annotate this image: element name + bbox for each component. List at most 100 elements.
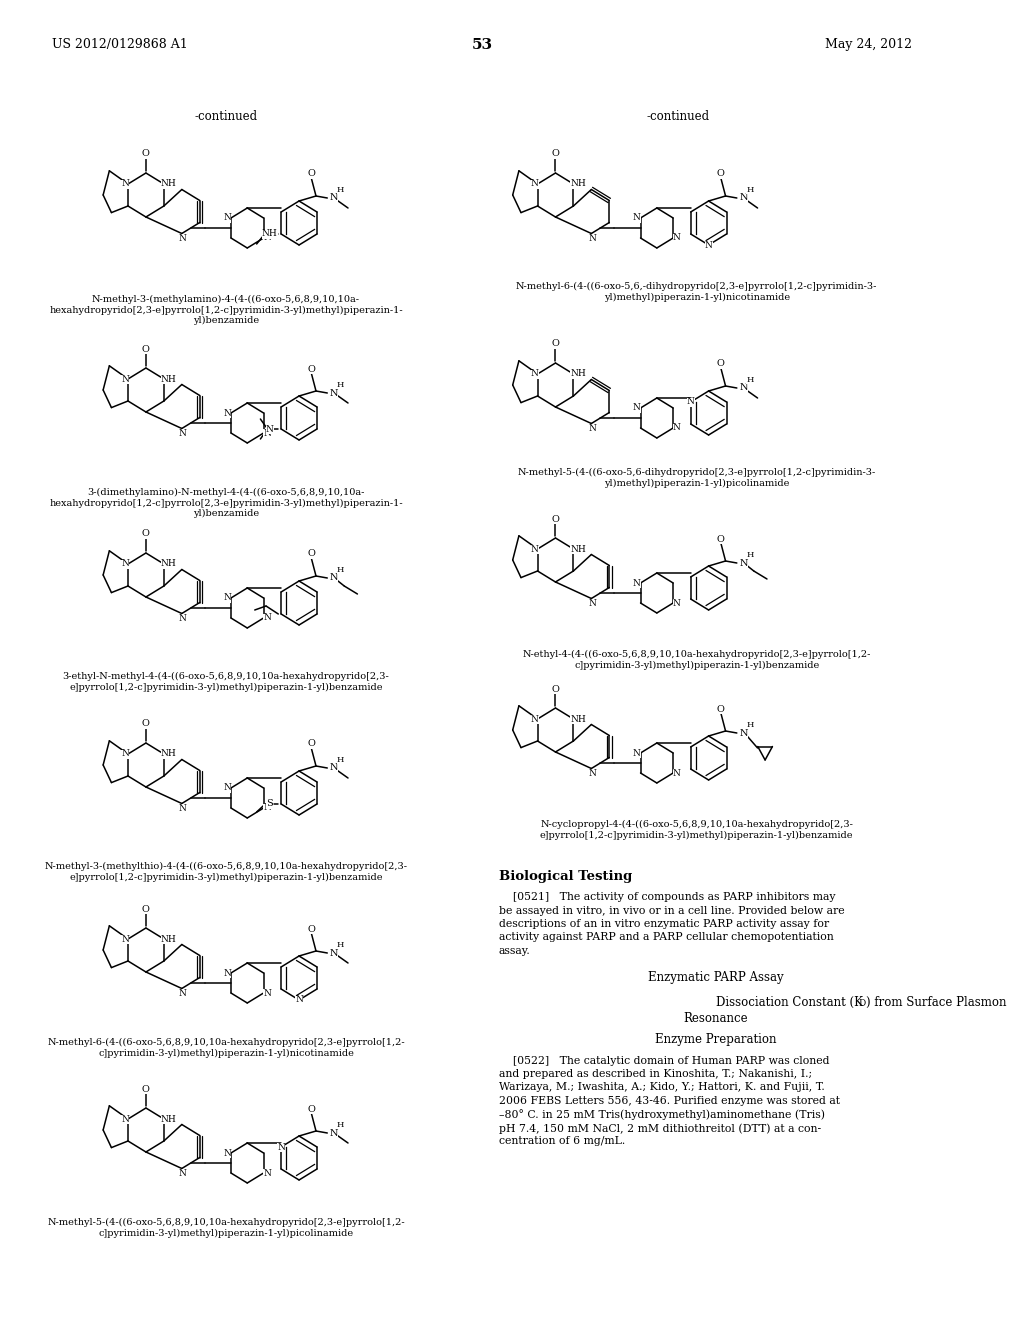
Text: N: N [179,804,186,813]
Text: H: H [337,186,344,194]
Text: N: N [179,989,186,998]
Text: 2006 FEBS Letters 556, 43-46. Purified enzyme was stored at: 2006 FEBS Letters 556, 43-46. Purified e… [499,1096,840,1106]
Text: [0522]   The catalytic domain of Human PARP was cloned: [0522] The catalytic domain of Human PAR… [499,1056,829,1065]
Text: O: O [142,149,150,158]
Text: N-cyclopropyl-4-(4-((6-oxo-5,6,8,9,10,10a-hexahydropyrido[2,3-
e]pyrrolo[1,2-c]p: N-cyclopropyl-4-(4-((6-oxo-5,6,8,9,10,10… [540,820,853,840]
Text: NH: NH [161,935,176,944]
Text: N: N [739,729,748,738]
Text: N: N [330,949,338,957]
Text: N: N [263,804,271,813]
Text: O: O [142,529,150,539]
Text: N: N [589,424,596,433]
Text: N: N [633,748,641,758]
Text: May 24, 2012: May 24, 2012 [825,38,912,51]
Text: N: N [278,1143,285,1151]
Text: N: N [263,989,271,998]
Text: N: N [530,180,539,189]
Text: N: N [223,214,231,223]
Text: assay.: assay. [499,946,530,956]
Text: N: N [223,594,231,602]
Text: N: N [589,234,596,243]
Text: O: O [142,904,150,913]
Text: NH: NH [161,180,176,189]
Text: US 2012/0129868 A1: US 2012/0129868 A1 [52,38,187,51]
Text: N-methyl-3-(methylthio)-4-(4-((6-oxo-5,6,8,9,10,10a-hexahydropyrido[2,3-
e]pyrro: N-methyl-3-(methylthio)-4-(4-((6-oxo-5,6… [44,862,408,882]
Text: N: N [687,397,694,407]
Text: N: N [121,375,129,384]
Text: O: O [307,739,315,748]
Text: H: H [337,566,344,574]
Text: O: O [307,169,315,178]
Text: pH 7.4, 150 mM NaCl, 2 mM dithiothreitol (DTT) at a con-: pH 7.4, 150 mM NaCl, 2 mM dithiothreitol… [499,1123,821,1134]
Text: N: N [673,598,681,607]
Text: N: N [530,544,539,553]
Text: H: H [746,186,754,194]
Text: NH: NH [161,1114,176,1123]
Text: [0521]   The activity of compounds as PARP inhibitors may: [0521] The activity of compounds as PARP… [499,892,836,902]
Text: be assayed in vitro, in vivo or in a cell line. Provided below are: be assayed in vitro, in vivo or in a cel… [499,906,845,916]
Text: O: O [307,549,315,558]
Text: centration of 6 mg/mL.: centration of 6 mg/mL. [499,1137,626,1147]
Text: N: N [673,234,681,243]
Text: N: N [179,234,186,243]
Text: H: H [746,550,754,558]
Text: N: N [121,180,129,189]
Text: NH: NH [570,544,586,553]
Text: D: D [859,998,866,1007]
Text: H: H [746,721,754,729]
Text: O: O [307,924,315,933]
Text: N: N [530,370,539,379]
Text: N: N [589,599,596,609]
Text: Biological Testing: Biological Testing [499,870,632,883]
Text: N: N [223,408,231,417]
Text: N: N [330,763,338,772]
Text: N-methyl-5-(4-((6-oxo-5,6,8,9,10,10a-hexahydropyrido[2,3-e]pyrrolo[1,2-
c]pyrimi: N-methyl-5-(4-((6-oxo-5,6,8,9,10,10a-hex… [47,1218,404,1238]
Text: O: O [307,1105,315,1114]
Text: N: N [705,240,713,249]
Text: O: O [307,364,315,374]
Text: O: O [142,719,150,729]
Text: NH: NH [570,714,586,723]
Text: N: N [263,614,271,623]
Text: H: H [746,376,754,384]
Text: N: N [179,614,186,623]
Text: NH: NH [570,180,586,189]
Text: –80° C. in 25 mM Tris(hydroxymethyl)aminomethane (Tris): –80° C. in 25 mM Tris(hydroxymethyl)amin… [499,1110,825,1121]
Text: O: O [552,515,559,524]
Text: N: N [330,194,338,202]
Text: N-methyl-6-(4-((6-oxo-5,6,-dihydropyrido[2,3-e]pyrrolo[1,2-c]pyrimidin-3-
yl)met: N-methyl-6-(4-((6-oxo-5,6,-dihydropyrido… [516,282,878,302]
Text: N-ethyl-4-(4-((6-oxo-5,6,8,9,10,10a-hexahydropyrido[2,3-e]pyrrolo[1,2-
c]pyrimid: N-ethyl-4-(4-((6-oxo-5,6,8,9,10,10a-hexa… [522,649,870,669]
Text: N: N [673,424,681,433]
Text: Resonance: Resonance [683,1011,748,1024]
Text: O: O [717,169,725,178]
Text: N: N [263,1168,271,1177]
Text: N-methyl-6-(4-((6-oxo-5,6,8,9,10,10a-hexahydropyrido[2,3-e]pyrrolo[1,2-
c]pyrimi: N-methyl-6-(4-((6-oxo-5,6,8,9,10,10a-hex… [47,1038,404,1057]
Text: -continued: -continued [646,110,710,123]
Text: N: N [330,1129,338,1138]
Text: N: N [263,429,271,437]
Text: N: N [121,1114,129,1123]
Text: N: N [223,1148,231,1158]
Text: N: N [589,770,596,777]
Text: N: N [179,1170,186,1177]
Text: NH: NH [161,375,176,384]
Text: O: O [552,339,559,348]
Text: N: N [223,784,231,792]
Text: NH: NH [262,230,278,239]
Text: and prepared as described in Kinoshita, T.; Nakanishi, I.;: and prepared as described in Kinoshita, … [499,1069,812,1078]
Text: O: O [142,345,150,354]
Text: N: N [633,404,641,412]
Text: N: N [673,768,681,777]
Text: H: H [337,941,344,949]
Text: N: N [179,429,186,438]
Text: NH: NH [161,560,176,569]
Text: S: S [266,800,273,808]
Text: NH: NH [570,370,586,379]
Text: N: N [223,969,231,978]
Text: Dissociation Constant (K: Dissociation Constant (K [716,995,862,1008]
Text: O: O [552,685,559,693]
Text: N: N [633,578,641,587]
Text: N: N [330,388,338,397]
Text: Enzymatic PARP Assay: Enzymatic PARP Assay [648,972,783,985]
Text: N: N [633,214,641,223]
